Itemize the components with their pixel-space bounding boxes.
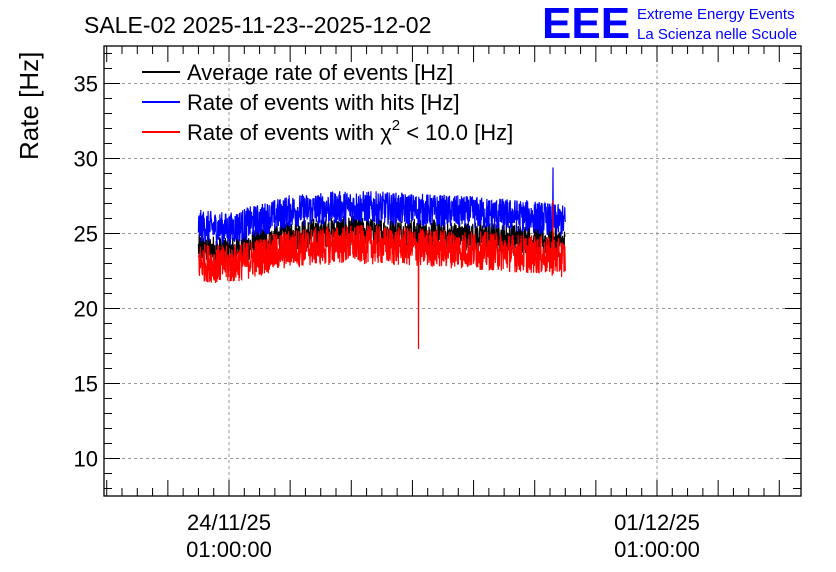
x-tick-label-date: 24/11/25 [187,510,271,535]
x-tick-label-time: 01:00:00 [614,537,700,562]
chart-title: SALE-02 2025-11-23--2025-12-02 [84,12,431,38]
ticks: 10152025303524/11/2501:00:0001/12/2501:0… [74,46,801,562]
y-tick-label: 20 [74,297,98,322]
legend: Average rate of events [Hz] Rate of event… [142,60,513,145]
legend-entry-sup: 2 [392,117,400,134]
y-tick-label: 35 [74,72,98,97]
eee-logo: EEE Extreme Energy Events La Scienza nel… [542,0,797,48]
legend-entry: Rate of events with χ2 < 10.0 [Hz] [187,117,513,145]
y-tick-label: 25 [74,222,98,247]
y-tick-label: 10 [74,447,98,472]
logo-mark: EEE [542,0,630,48]
legend-entry: Rate of events with hits [Hz] [187,90,460,115]
series-line [197,167,566,246]
y-tick-label: 15 [74,372,98,397]
plot-frame [103,45,802,497]
logo-line2: La Scienza nelle Scuole [637,26,797,43]
legend-entry: Average rate of events [Hz] [187,60,453,85]
series-line [197,200,566,350]
axes-frame [103,45,802,497]
x-tick-label-date: 01/12/25 [614,510,700,535]
legend-entry-tail: < 10.0 [Hz] [400,120,513,145]
x-tick-label-time: 01:00:00 [186,537,272,562]
plot-series [197,167,566,350]
y-tick-label: 30 [74,147,98,172]
logo-line1: Extreme Energy Events [637,6,795,23]
legend-entry-main: Rate of events with χ [187,120,392,145]
y-axis-label: Rate [Hz] [14,52,44,160]
